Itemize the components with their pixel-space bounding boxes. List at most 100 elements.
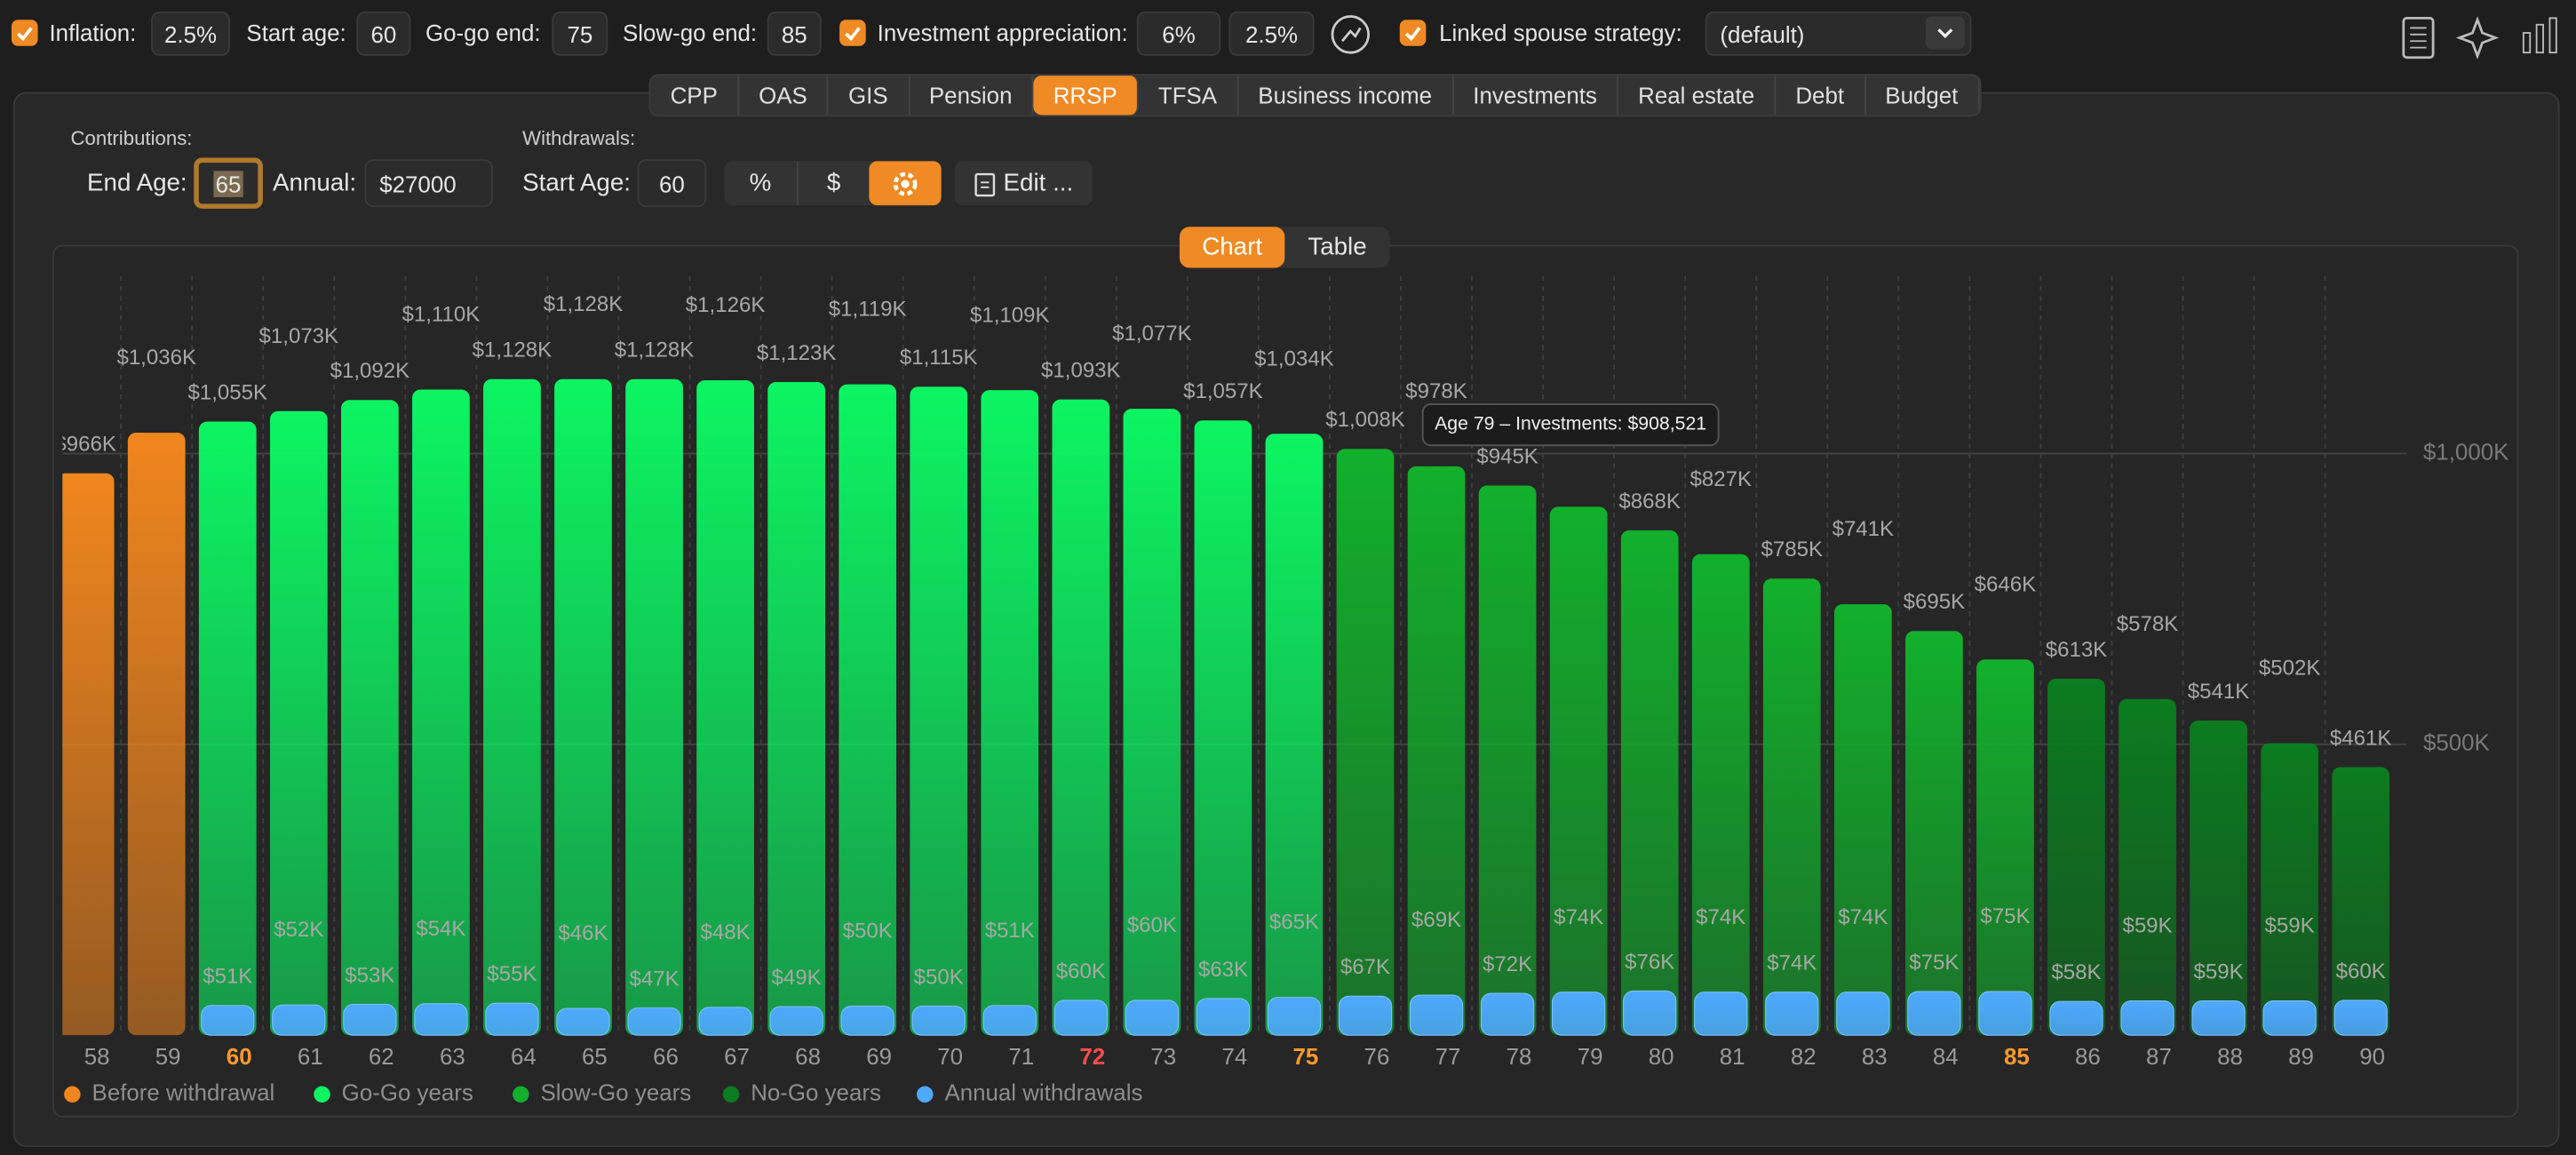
withdrawal-bar: [1907, 991, 1961, 1036]
bar: [1123, 409, 1181, 1036]
inflation-field[interactable]: 2.5%: [151, 11, 230, 56]
value-label: $1,008K: [1325, 408, 1405, 432]
value-label: $60K: [1127, 913, 1177, 937]
withdrawal-bar: [556, 1008, 610, 1036]
start-age-field[interactable]: 60: [356, 11, 411, 56]
withdrawal-bar: [1267, 997, 1322, 1036]
x-tick-label: 63: [440, 1045, 465, 1070]
withdrawal-start-field[interactable]: 60: [637, 159, 707, 208]
tab[interactable]: Pension: [910, 76, 1034, 116]
mode-percent[interactable]: %: [725, 161, 799, 206]
legend-label: No-Go years: [751, 1081, 881, 1106]
bar: [981, 390, 1039, 1036]
tab[interactable]: RRSP: [1033, 76, 1139, 116]
x-tick-label: 74: [1221, 1045, 1247, 1070]
tab[interactable]: OAS: [739, 76, 829, 116]
tab-bar: CPP OAS GIS Pension RRSP TFSA Business income I…: [648, 74, 1982, 117]
value-label: $63K: [1198, 958, 1248, 982]
value-label: $741K: [1833, 517, 1895, 541]
legend-marker: [513, 1086, 529, 1103]
bar: [2261, 743, 2318, 1036]
withdrawal-bar: [1552, 992, 1606, 1036]
mode-settings[interactable]: [870, 161, 942, 206]
inflation-label: Inflation:: [49, 20, 137, 46]
value-label: $69K: [1411, 908, 1461, 932]
legend-label: Before withdrawal: [92, 1081, 275, 1106]
x-tick-label: 76: [1364, 1045, 1390, 1070]
appreciation-checkbox[interactable]: [839, 20, 866, 46]
bar: [2119, 698, 2176, 1036]
slow-go-end-field[interactable]: 85: [767, 11, 822, 56]
value-label: $1,110K: [402, 303, 481, 327]
bar: [696, 380, 754, 1036]
withdrawal-bar: [2191, 1000, 2246, 1036]
tab[interactable]: Budget: [1865, 76, 1980, 116]
value-label: $613K: [2046, 638, 2108, 662]
value-label: $1,092K: [330, 359, 410, 383]
value-label: $51K: [985, 919, 1035, 943]
bar: [625, 378, 683, 1036]
withdrawal-bar: [414, 1003, 468, 1036]
withdrawal-bar: [2049, 1000, 2103, 1036]
x-tick-label: 65: [582, 1045, 608, 1070]
value-label: $54K: [416, 917, 465, 941]
x-tick-label: 84: [1933, 1045, 1959, 1070]
appreciation-field[interactable]: 6%: [1136, 11, 1221, 56]
value-label: $1,128K: [544, 292, 624, 316]
withdrawal-bar: [2120, 1000, 2174, 1036]
tab[interactable]: TFSA: [1139, 76, 1239, 116]
value-label: $65K: [1269, 911, 1319, 935]
spouse-checkbox[interactable]: [1399, 20, 1427, 46]
tab[interactable]: Business income: [1238, 76, 1454, 116]
tab[interactable]: Real estate: [1618, 76, 1777, 116]
value-label: $59K: [2194, 960, 2244, 984]
legend-label: Go-Go years: [342, 1081, 473, 1106]
tab[interactable]: GIS: [829, 76, 910, 116]
annual-field[interactable]: $27000: [364, 159, 493, 208]
bar: [554, 378, 612, 1036]
start-age-label: Start Age:: [522, 169, 631, 197]
tab[interactable]: CPP: [650, 76, 739, 116]
dropdown-chevron[interactable]: [1925, 16, 1966, 50]
toolbar-icons[interactable]: [2390, 10, 2571, 62]
value-label: $46K: [558, 921, 608, 945]
bar: [1976, 659, 2034, 1036]
x-tick-label: 66: [653, 1045, 679, 1070]
advisor-icon[interactable]: [1329, 13, 1371, 56]
bar: [1336, 449, 1395, 1036]
x-tick-label: 81: [1720, 1045, 1745, 1070]
value-label: $50K: [914, 965, 964, 989]
x-tick-label: 79: [1578, 1045, 1603, 1070]
value-label: $646K: [1975, 572, 2037, 596]
value-label: $72K: [1483, 952, 1532, 976]
bar: [2332, 767, 2390, 1036]
appreciation-2-field[interactable]: 2.5%: [1228, 11, 1315, 56]
x-tick-label: 85: [2004, 1045, 2030, 1070]
tab[interactable]: Debt: [1776, 76, 1866, 116]
value-label: $52K: [274, 918, 323, 942]
bar: [1691, 554, 1750, 1036]
spouse-label: Linked spouse strategy:: [1439, 20, 1682, 46]
value-label: $47K: [629, 967, 679, 991]
withdrawal-bar: [1623, 990, 1677, 1036]
withdrawal-bar: [627, 1007, 681, 1036]
withdrawal-bar: [2262, 1000, 2317, 1036]
go-go-end-field[interactable]: 75: [552, 11, 608, 56]
value-label: $75K: [1909, 951, 1959, 975]
inflation-checkbox[interactable]: [11, 20, 38, 46]
x-tick-label: 86: [2075, 1045, 2101, 1070]
x-tick-label: 71: [1008, 1045, 1034, 1070]
tab[interactable]: Investments: [1453, 76, 1618, 116]
edit-button[interactable]: Edit ...: [954, 161, 1093, 206]
value-label: $58K: [2051, 960, 2101, 984]
annual-label: Annual:: [273, 169, 357, 197]
value-label: $1,073K: [259, 324, 339, 348]
x-tick-label: 64: [511, 1045, 537, 1070]
end-age-field[interactable]: 65: [194, 157, 263, 209]
mode-dollar[interactable]: $: [826, 169, 841, 197]
x-tick-label: 67: [724, 1045, 750, 1070]
chart-tab[interactable]: Chart: [1179, 227, 1285, 268]
table-tab[interactable]: Table: [1308, 233, 1367, 262]
value-label: $1,109K: [970, 303, 1050, 327]
